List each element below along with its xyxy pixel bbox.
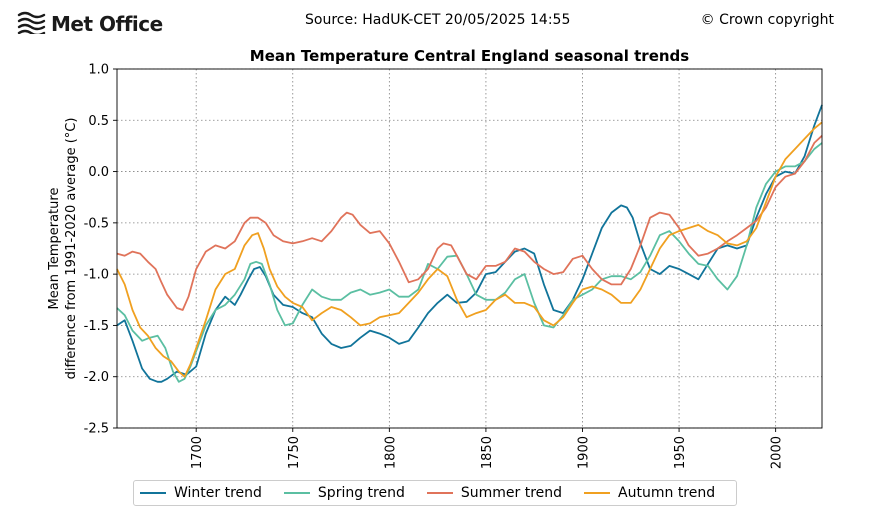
series-line-summer [116, 135, 823, 311]
y-tick-label: -0.5 [84, 216, 109, 231]
legend-swatch [584, 492, 611, 494]
y-tick-label: -2.5 [84, 422, 109, 437]
logo-text: Met Office [51, 12, 163, 36]
x-tick-label: 1750 [287, 436, 302, 469]
series-line-winter [116, 104, 823, 383]
chart-title: Mean Temperature Central England seasona… [250, 47, 689, 65]
x-tick-label: 2000 [770, 436, 785, 469]
y-axis-label-line: difference from 1991-2020 average (°C) [64, 118, 79, 380]
series-line-autumn [116, 121, 823, 378]
met-office-logo[interactable]: Met Office [17, 10, 163, 38]
chart-legend: Winter trend Spring trend Summer trend Autu… [133, 480, 737, 506]
y-tick-label: 0.0 [88, 165, 109, 180]
copyright-label: © Crown copyright [700, 12, 834, 28]
y-tick-label: -2.0 [84, 370, 109, 385]
y-tick-label: 1.0 [88, 63, 109, 78]
legend-item-winter: Winter trend [140, 485, 262, 501]
legend-label: Winter trend [174, 485, 262, 501]
y-tick-label: -1.0 [84, 268, 109, 283]
x-tick-label: 1900 [576, 436, 591, 469]
series-line-spring [116, 142, 823, 383]
legend-swatch [426, 492, 453, 494]
y-tick-label: 0.5 [88, 114, 109, 129]
legend-label: Summer trend [460, 485, 563, 501]
met-office-logo-icon [17, 10, 47, 38]
x-tick-label: 1700 [190, 436, 205, 469]
x-tick-label: 1850 [480, 436, 495, 469]
legend-label: Autumn trend [618, 485, 716, 501]
x-tick-label: 1950 [673, 436, 688, 469]
legend-item-autumn: Autumn trend [584, 485, 715, 501]
plot-frame [116, 68, 823, 429]
source-label: Source: HadUK-CET 20/05/2025 14:55 [305, 12, 571, 28]
y-tick-label: -1.5 [84, 319, 109, 334]
legend-label: Spring trend [317, 485, 405, 501]
legend-item-summer: Summer trend [426, 485, 563, 501]
y-axis-label-line: Mean Temperature [47, 188, 62, 310]
legend-swatch [283, 492, 310, 494]
x-tick-label: 1800 [383, 436, 398, 469]
legend-swatch [140, 492, 166, 494]
legend-item-spring: Spring trend [283, 485, 405, 501]
